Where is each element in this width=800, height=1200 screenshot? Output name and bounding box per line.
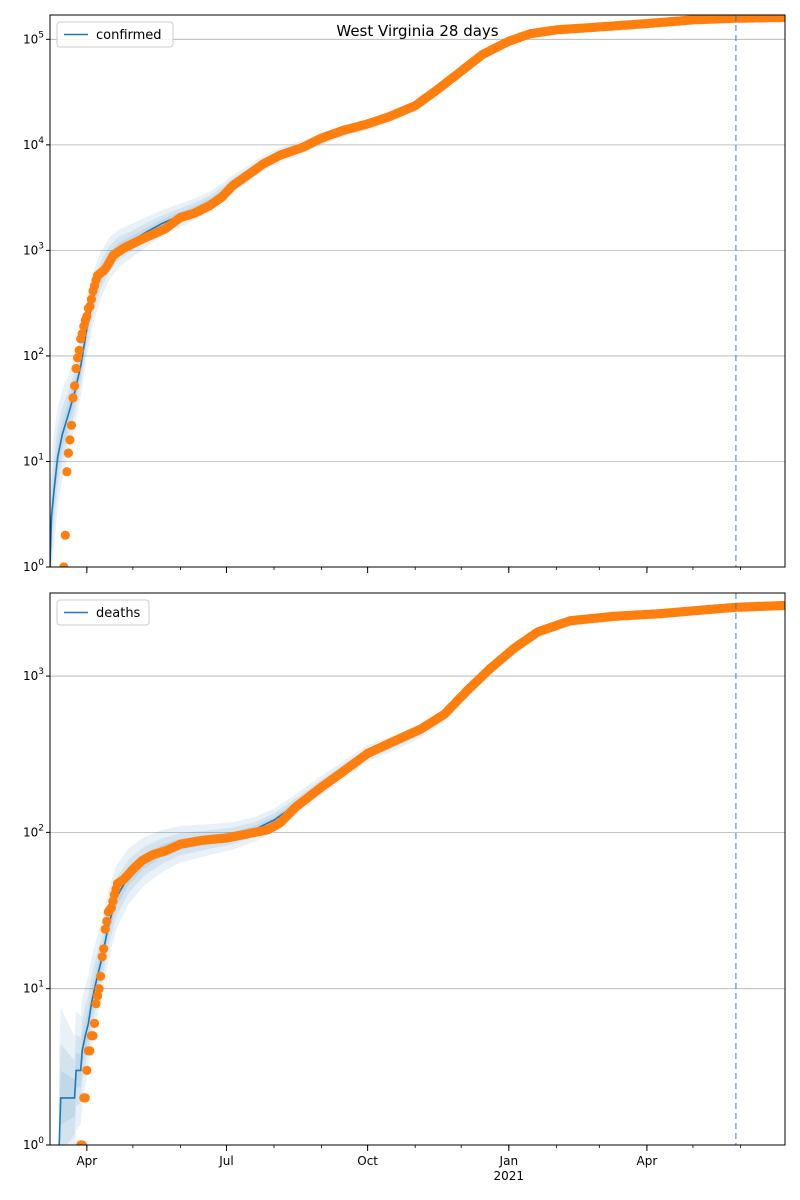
y-tick-label: 102	[23, 823, 44, 839]
y-tick-label: 100	[23, 1136, 44, 1152]
observed-point	[780, 600, 785, 611]
x-tick-label: Jan	[499, 1154, 519, 1168]
observed-point	[60, 530, 70, 540]
observed-point	[86, 294, 96, 304]
observed-point	[65, 435, 75, 445]
observed-point	[100, 924, 110, 934]
y-tick-label: 103	[23, 667, 44, 683]
observed-point	[102, 916, 112, 926]
y-tick-label: 101	[23, 452, 44, 468]
plot-area	[58, 600, 785, 1145]
y-tick-label: 101	[23, 980, 44, 996]
observed-point	[74, 345, 84, 355]
observed-point	[91, 999, 101, 1009]
observed-point	[96, 971, 106, 981]
x-tick-label: Jul	[218, 1154, 233, 1168]
x-tick-label: Apr	[637, 1154, 658, 1168]
observed-points	[76, 600, 785, 1145]
x-axis	[86, 567, 741, 573]
observed-point	[94, 984, 104, 994]
observed-point	[73, 353, 83, 363]
legend-entry-label: confirmed	[96, 28, 162, 43]
observed-point	[59, 562, 69, 567]
observed-point	[85, 1046, 95, 1056]
observed-point	[89, 1018, 100, 1028]
observed-point	[77, 329, 87, 339]
observed-point	[82, 1065, 92, 1075]
observed-point	[82, 311, 92, 321]
legend-box	[56, 21, 174, 48]
observed-point	[99, 944, 109, 954]
x-tick-label: Oct	[357, 1154, 378, 1168]
observed-point	[88, 1031, 98, 1041]
observed-point	[80, 1093, 90, 1103]
observed-point	[63, 448, 73, 458]
observed-point	[70, 381, 80, 391]
observed-point	[71, 363, 81, 374]
axes-frame	[49, 14, 786, 568]
y-tick-label: 103	[23, 241, 44, 257]
observed-point	[77, 1140, 87, 1145]
observed-point	[97, 952, 107, 962]
chart-title: West Virginia 28 days	[336, 22, 498, 40]
legend-entry-label: deaths	[96, 606, 141, 621]
observed-point	[85, 301, 95, 311]
observed-point	[66, 420, 77, 430]
y-tick-label: 105	[23, 30, 44, 46]
observed-points	[59, 15, 785, 567]
observed-point	[93, 991, 103, 1001]
plot-area	[50, 15, 785, 567]
y-axis: 100 101 102 103 104 105	[23, 30, 50, 574]
observed-point	[780, 15, 785, 23]
x-tick-label: Apr	[76, 1154, 97, 1168]
y-tick-label: 102	[23, 347, 44, 363]
observed-point	[68, 393, 78, 403]
legend: deaths	[56, 599, 150, 626]
observed-point	[62, 467, 72, 477]
confirmed-panel: 100 101 102 103 104 105 West Virginia 28 days c…	[23, 14, 786, 574]
axes-frame	[49, 592, 786, 1146]
x-tick-year-label: 2021	[494, 1169, 525, 1183]
y-axis: 100 101 102 103	[23, 667, 50, 1152]
legend: confirmed	[56, 21, 174, 48]
legend-box	[56, 599, 150, 626]
y-tick-label: 100	[23, 558, 44, 574]
y-tick-label: 104	[23, 136, 44, 152]
